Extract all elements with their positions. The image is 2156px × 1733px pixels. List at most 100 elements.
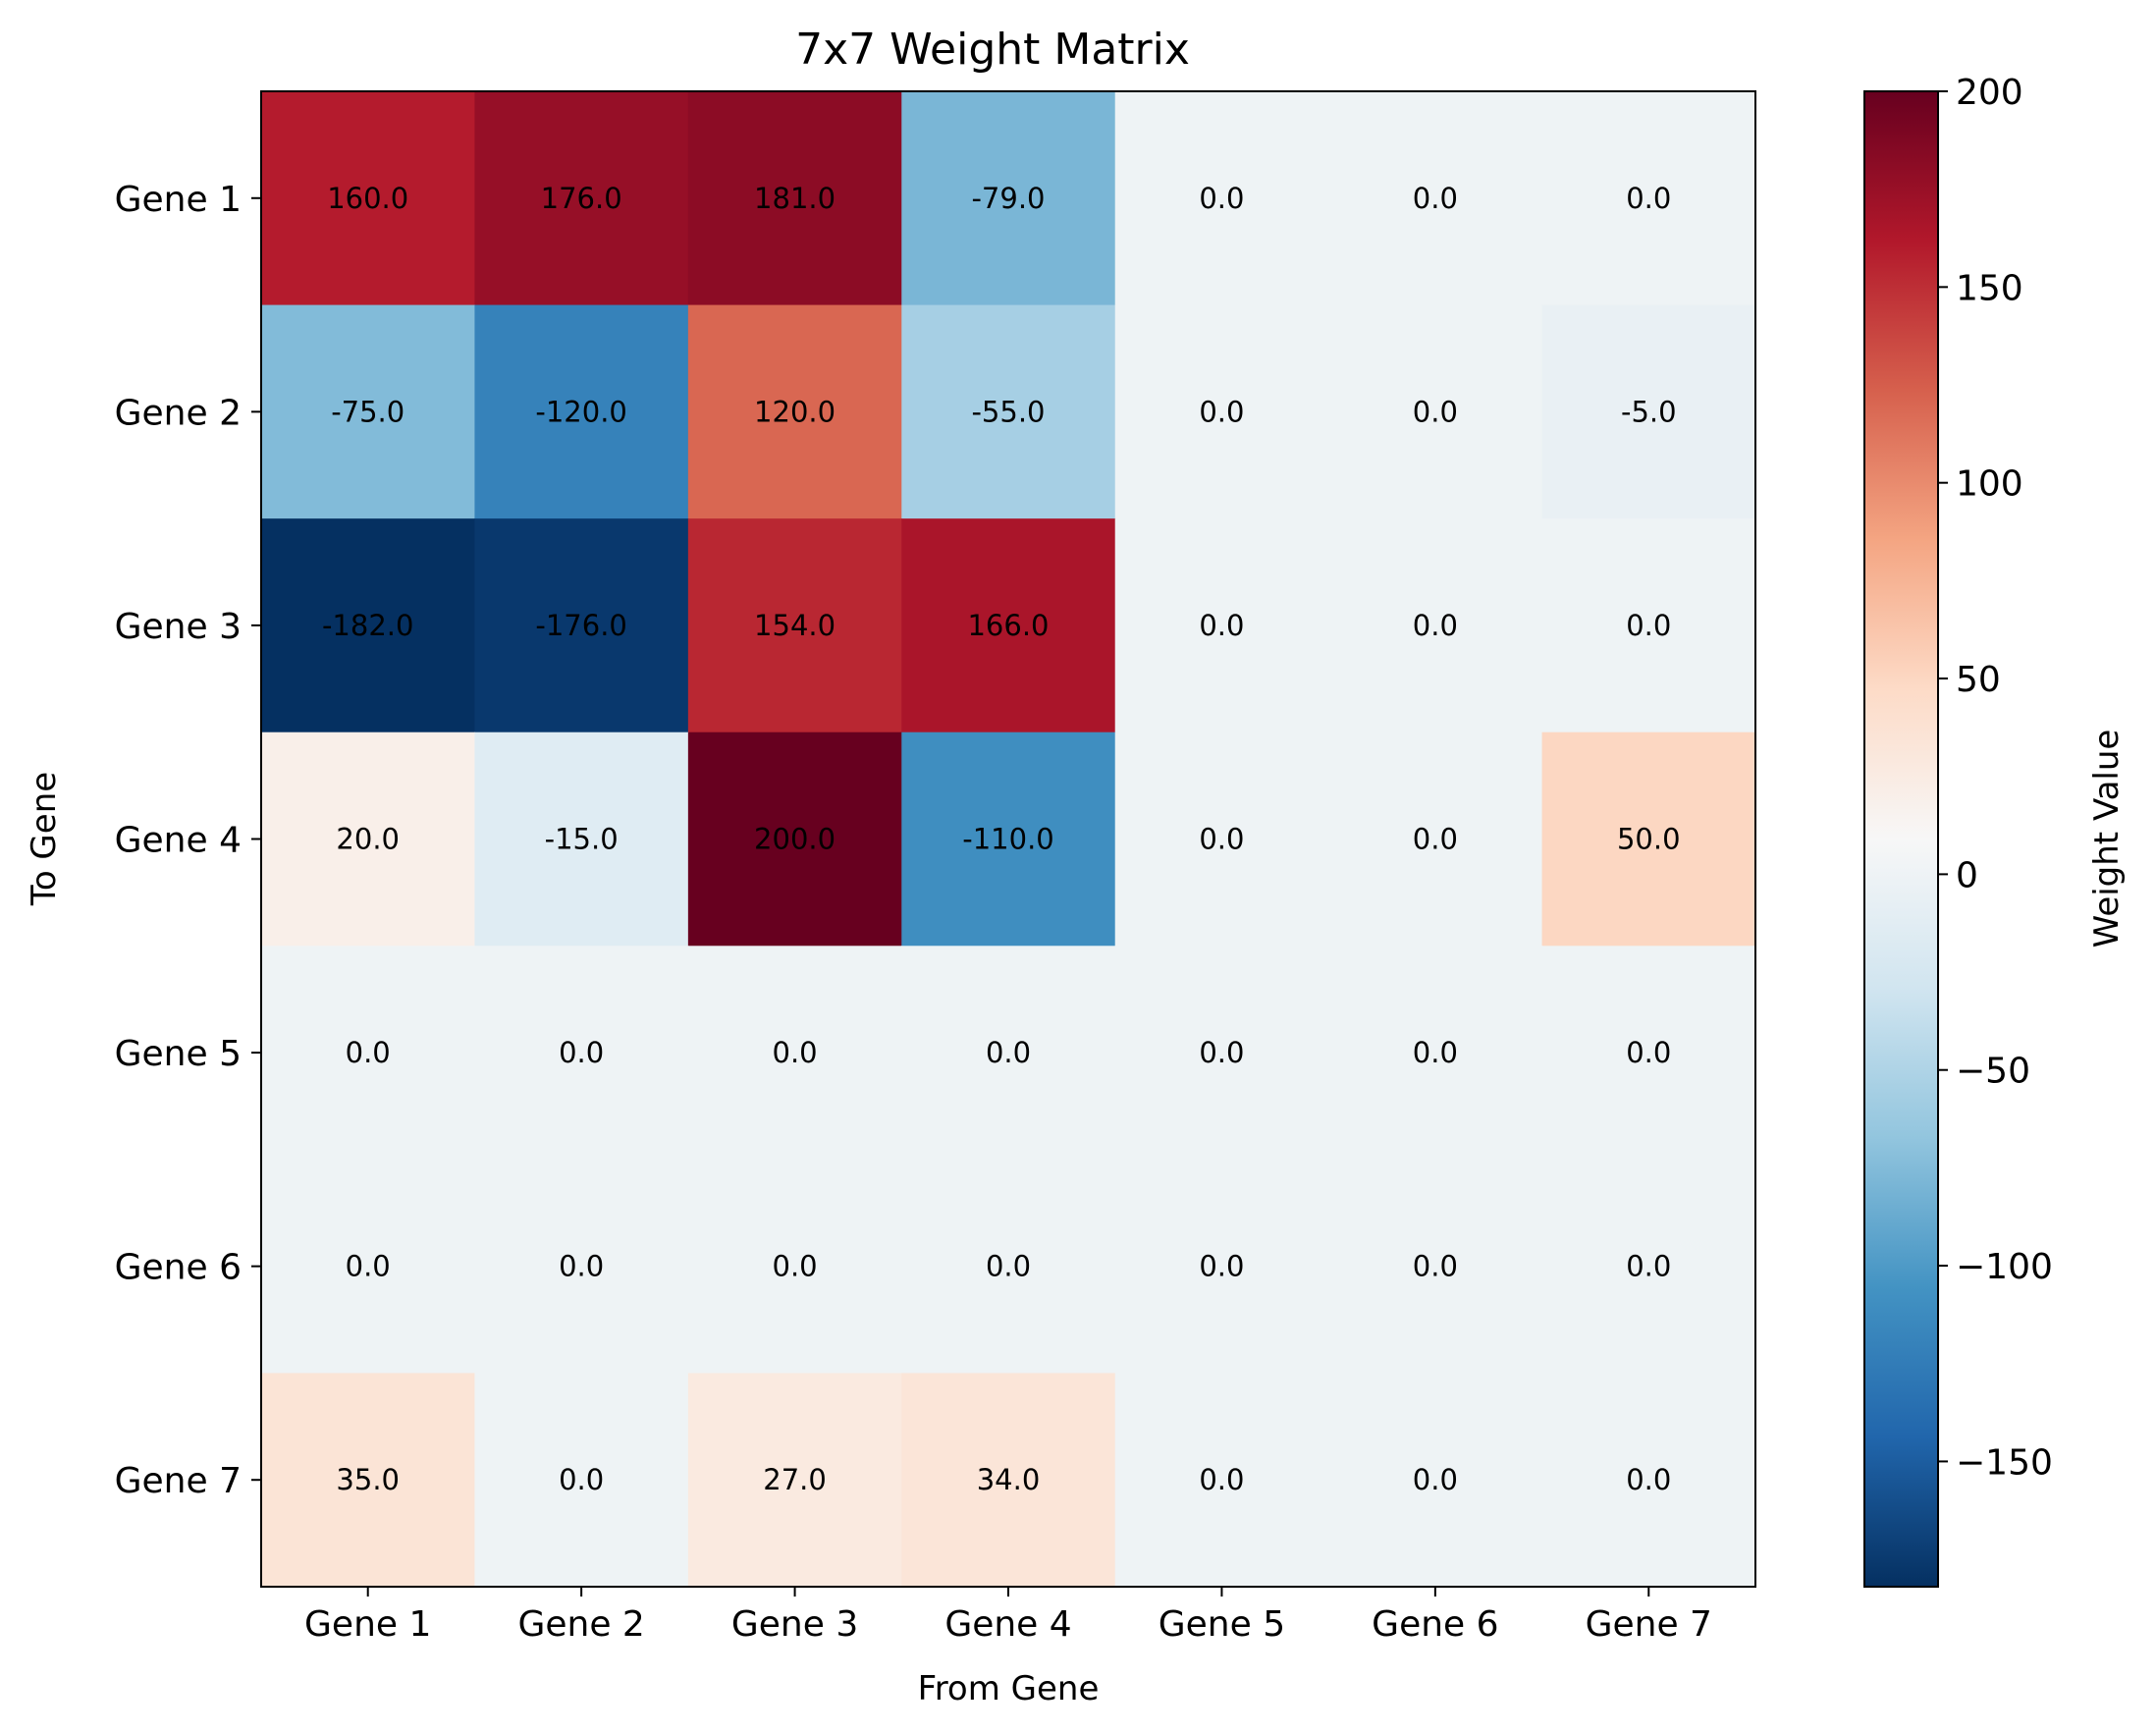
colorbar-tick-label: −100 <box>1956 1247 2053 1287</box>
cell-value-label: 0.0 <box>1199 609 1244 642</box>
colorbar-ticks: 200 150 100 50 0 −50 −100 −150 <box>1938 73 2053 1483</box>
cell-value-label: 166.0 <box>967 609 1049 642</box>
cell-value-label: 0.0 <box>1413 182 1458 215</box>
cell-value-label: 0.0 <box>1626 1250 1671 1283</box>
cell-value-label: -79.0 <box>971 182 1045 215</box>
heatmap-cell <box>1541 1373 1756 1588</box>
heatmap-cell <box>1328 304 1543 519</box>
cell-value-label: 0.0 <box>1626 609 1671 642</box>
cell-value-label: -120.0 <box>535 395 627 428</box>
cell-value-label: 0.0 <box>346 1036 391 1069</box>
cell-value-label: 20.0 <box>336 823 400 856</box>
heatmap-cell <box>1328 946 1543 1161</box>
cell-value-label: 0.0 <box>1199 1250 1244 1283</box>
heatmap-cell <box>901 1159 1116 1375</box>
heatmap-cell <box>474 946 689 1161</box>
heatmap-cell <box>1328 731 1543 947</box>
heatmap-cell <box>901 518 1116 733</box>
cell-value-label: 0.0 <box>986 1036 1031 1069</box>
x-tick-label: Gene 2 <box>517 1604 644 1645</box>
cell-value-label: 0.0 <box>559 1463 604 1496</box>
cell-value-label: -75.0 <box>331 395 404 428</box>
heatmap-cell <box>474 91 689 306</box>
heatmap-cell <box>474 731 689 947</box>
heatmap-cell <box>261 1373 476 1588</box>
heatmap-cell <box>687 91 902 306</box>
cell-value-label: 27.0 <box>763 1463 827 1496</box>
heatmap-cell <box>901 946 1116 1161</box>
cell-value-label: 0.0 <box>1626 1036 1671 1069</box>
cell-value-label: 0.0 <box>1626 182 1671 215</box>
heatmap-cell <box>261 946 476 1161</box>
heatmap-cell <box>261 91 476 306</box>
heatmap-cell <box>474 304 689 519</box>
cell-value-label: 0.0 <box>1199 182 1244 215</box>
cell-value-label: 0.0 <box>1413 609 1458 642</box>
heatmap-cell <box>687 1373 902 1588</box>
colorbar-tick-label: −150 <box>1956 1442 2053 1483</box>
cell-value-label: 0.0 <box>773 1250 818 1283</box>
cell-value-label: -5.0 <box>1621 395 1677 428</box>
cell-value-label: 0.0 <box>1413 823 1458 856</box>
heatmap-cell <box>261 518 476 733</box>
x-tick-label: Gene 3 <box>731 1604 858 1645</box>
colorbar-tick-label: 150 <box>1956 268 2023 308</box>
cell-value-label: -182.0 <box>322 609 414 642</box>
y-axis-label: To Gene <box>25 772 64 906</box>
cell-value-label: 0.0 <box>346 1250 391 1283</box>
heatmap-cell <box>687 731 902 947</box>
y-tick-label: Gene 6 <box>115 1248 242 1288</box>
heatmap-cell <box>1541 731 1756 947</box>
colorbar-tick-label: 0 <box>1956 855 1978 895</box>
cell-value-label: -110.0 <box>962 823 1054 856</box>
cell-value-label: 0.0 <box>1626 1463 1671 1496</box>
heatmap-cell <box>1114 91 1329 306</box>
cell-value-label: 0.0 <box>1413 1250 1458 1283</box>
cell-value-label: -15.0 <box>545 823 619 856</box>
colorbar-tick-label: 50 <box>1956 660 2001 700</box>
y-tick-label: Gene 2 <box>115 393 242 433</box>
cell-value-label: 34.0 <box>977 1463 1041 1496</box>
heatmap-cell <box>687 1159 902 1375</box>
heatmap-cell <box>1328 1373 1543 1588</box>
cell-value-label: 50.0 <box>1617 823 1681 856</box>
colorbar-tick-label: −50 <box>1956 1052 2030 1092</box>
cell-value-label: -55.0 <box>971 395 1045 428</box>
cell-value-label: 120.0 <box>754 395 835 428</box>
colorbar-tick-label: 100 <box>1956 464 2023 505</box>
heatmap-cells <box>261 91 1756 1588</box>
heatmap-cell <box>1541 1159 1756 1375</box>
cell-value-label: 35.0 <box>336 1463 400 1496</box>
heatmap-cell <box>901 1373 1116 1588</box>
cell-value-label: 181.0 <box>754 182 835 215</box>
cell-value-label: -176.0 <box>535 609 627 642</box>
y-tick-label: Gene 7 <box>115 1461 242 1501</box>
heatmap-cell <box>1541 91 1756 306</box>
heatmap-cell <box>901 731 1116 947</box>
cell-value-label: 0.0 <box>559 1250 604 1283</box>
cell-value-label: 0.0 <box>1199 823 1244 856</box>
cell-value-label: 0.0 <box>1413 395 1458 428</box>
colorbar <box>1863 90 1939 1588</box>
heatmap-cell <box>261 1159 476 1375</box>
heatmap-cell <box>1541 304 1756 519</box>
cell-value-label: 0.0 <box>559 1036 604 1069</box>
x-axis-ticks: Gene 1 Gene 2 Gene 3 Gene 4 Gene 5 Gene 6 Gene… <box>304 1587 1712 1645</box>
heatmap-cell <box>1541 946 1756 1161</box>
heatmap-cell <box>1328 91 1543 306</box>
heatmap-cell <box>1114 304 1329 519</box>
heatmap-cell <box>261 304 476 519</box>
heatmap-cell <box>687 304 902 519</box>
cell-value-label: 0.0 <box>1199 1036 1244 1069</box>
heatmap-cell <box>474 1159 689 1375</box>
cell-value-label: 176.0 <box>541 182 622 215</box>
heatmap-cell <box>687 946 902 1161</box>
cell-value-label: 0.0 <box>1199 395 1244 428</box>
y-tick-label: Gene 4 <box>115 821 242 861</box>
cell-value-labels: 160.0 176.0 181.0 -79.0 0.0 0.0 0.0 -75.0 -120.0… <box>322 182 1681 1496</box>
x-tick-label: Gene 7 <box>1586 1604 1712 1645</box>
heatmap-cell <box>1114 946 1329 1161</box>
heatmap-cell <box>1114 731 1329 947</box>
heatmap-cell <box>1114 518 1329 733</box>
